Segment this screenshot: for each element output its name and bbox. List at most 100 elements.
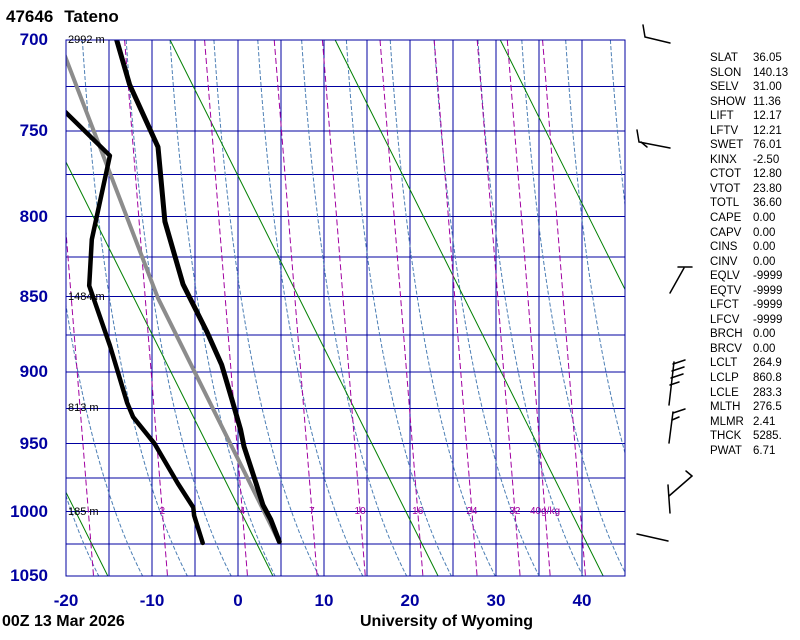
stat-label: EQTV (710, 284, 742, 297)
stat-row: CINS 0.00 (710, 240, 788, 255)
stat-row: SLAT 36.05 (710, 51, 788, 66)
stat-value: 6.71 (753, 444, 776, 457)
stat-value: 0.00 (753, 212, 776, 225)
stats-panel: SLAT 36.05 SLON 140.13 SELV 31.00 SHOW 11.36 LIF… (710, 51, 788, 458)
stat-value: 0.00 (753, 328, 776, 341)
stat-label: PWAT (710, 444, 742, 457)
stat-value: 0.00 (753, 255, 776, 268)
stat-row: SWET 76.01 (710, 138, 788, 153)
height-label: 185 m (68, 505, 99, 518)
timestamp-label: 00Z 13 Mar 2026 (2, 613, 125, 630)
stat-label: SELV (710, 81, 739, 94)
stat-value: 36.05 (753, 52, 782, 64)
stat-row: SHOW 11.36 (710, 95, 788, 110)
stat-label: LCLT (710, 357, 738, 370)
mixing-ratio-label: 24 (466, 505, 478, 517)
stat-value: 31.00 (753, 81, 782, 94)
mixing-ratio-label: 4 (239, 505, 246, 517)
stat-label: THCK (710, 430, 742, 443)
stat-row: LFTV 12.21 (710, 124, 788, 139)
wind-barb-icon (636, 533, 669, 542)
mixing-ratio-lines (66, 40, 586, 576)
height-label: 1484 m (68, 290, 105, 303)
dry-adiabats (66, 40, 625, 576)
temperature-tick-label: 40 (572, 591, 592, 610)
stat-label: CTOT (710, 168, 742, 181)
mixing-ratio-label: 2 (159, 505, 166, 517)
mixing-ratio-label: 16 (412, 505, 424, 517)
stat-label: SLON (710, 66, 742, 79)
stat-row: LCLT 264.9 (710, 356, 788, 371)
stat-label: SLAT (710, 52, 738, 64)
pressure-tick-label: 900 (19, 362, 48, 382)
stat-row: LCLE 283.3 (710, 386, 788, 401)
wind-barb-icon (667, 470, 693, 514)
stat-value: 36.60 (753, 197, 782, 210)
pressure-tick-label: 950 (19, 433, 48, 453)
stat-label: BRCH (710, 328, 743, 341)
stat-label: MLTH (710, 401, 741, 414)
stat-label: CINS (710, 241, 738, 254)
stat-row: CAPV 0.00 (710, 226, 788, 241)
stat-value: -9999 (753, 270, 783, 283)
stat-label: LFTV (710, 124, 739, 137)
wind-barb-icon (668, 408, 686, 444)
stat-row: LCLP 860.8 (710, 371, 788, 386)
stat-row: TOTL 36.60 (710, 196, 788, 211)
temperature-trace (114, 40, 282, 545)
stat-label: TOTL (710, 197, 740, 210)
plot-border (65, 39, 626, 577)
stat-value: -9999 (753, 299, 783, 312)
stat-label: SHOW (710, 95, 746, 108)
pressure-tick-label: 700 (19, 30, 48, 49)
stat-row: CTOT 12.80 (710, 167, 788, 182)
mixing-ratio-label: 10 (354, 505, 366, 517)
stat-label: MLMR (710, 415, 744, 428)
page-title: 47646 Tateno (6, 7, 119, 27)
stat-value: 860.8 (753, 372, 782, 385)
stat-row: LFCT -9999 (710, 298, 788, 313)
stat-row: SELV 31.00 (710, 80, 788, 95)
stat-label: VTOT (710, 182, 741, 195)
pressure-temperature-grid (65, 39, 626, 577)
wind-barb-icon (668, 359, 686, 406)
stat-row: MLMR 2.41 (710, 415, 788, 430)
mixing-ratio-label: 32 (509, 505, 521, 517)
temperature-tick-label: -20 (53, 591, 79, 610)
stat-label: LFCT (710, 299, 739, 312)
wind-barbs (636, 24, 693, 542)
stat-value: 12.80 (753, 168, 782, 181)
stat-value: 23.80 (753, 182, 782, 195)
pressure-tick-label: 800 (19, 206, 48, 226)
height-label: 813 m (68, 402, 99, 415)
stat-value: 264.9 (753, 357, 782, 370)
temperature-tick-label: 30 (486, 591, 506, 610)
stat-value: 276.5 (753, 401, 782, 414)
stat-row: PWAT 6.71 (710, 444, 788, 459)
stat-value: 76.01 (753, 139, 782, 152)
stat-value: 0.00 (753, 226, 776, 239)
stat-label: CINV (710, 255, 738, 268)
stat-row: MLTH 276.5 (710, 400, 788, 415)
stat-label: KINX (710, 153, 737, 166)
mixing-ratio-label: 40g/kg (530, 505, 561, 517)
temperature-tick-label: 10 (314, 591, 334, 610)
stat-row: CINV 0.00 (710, 255, 788, 270)
stat-label: LFCV (710, 313, 740, 326)
parcel-trace (66, 53, 281, 543)
source-credit-label: University of Wyoming (360, 613, 534, 630)
stat-value: 2.41 (753, 415, 776, 428)
temperature-tick-label: 20 (400, 591, 420, 610)
stat-row: EQTV -9999 (710, 284, 788, 299)
stat-row: THCK 5285. (710, 429, 788, 444)
stat-label: CAPV (710, 226, 742, 239)
stat-value: 11.36 (753, 95, 781, 108)
stat-value: 283.3 (753, 386, 782, 399)
stat-value: -2.50 (753, 153, 780, 166)
pressure-tick-label: 750 (19, 121, 48, 141)
stat-row: KINX -2.50 (710, 153, 788, 168)
wind-barb-icon (636, 129, 671, 149)
stat-row: BRCV 0.00 (710, 342, 788, 357)
